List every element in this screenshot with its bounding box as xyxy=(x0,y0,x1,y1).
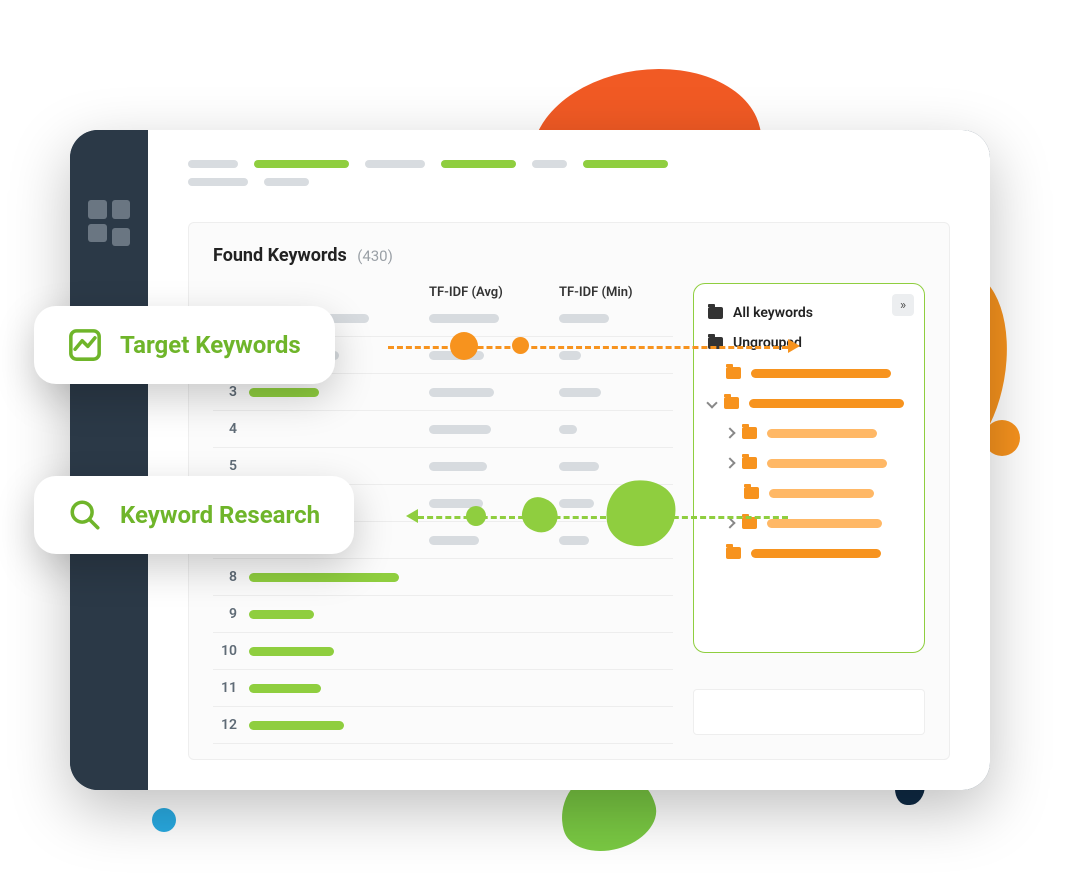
arrow-head-icon xyxy=(788,339,800,353)
row-number: 12 xyxy=(213,717,249,733)
crumb-placeholder xyxy=(365,160,425,168)
connector-dot xyxy=(512,337,529,354)
tfidf-min-bar xyxy=(559,388,601,397)
bottom-input-placeholder[interactable] xyxy=(693,689,925,735)
callout-keyword-research[interactable]: Keyword Research xyxy=(34,476,354,554)
dashboard-window: Found Keywords (430) TF-IDF (Avg) TF-IDF… xyxy=(70,130,990,790)
tree-item-all-keywords[interactable]: All keywords xyxy=(708,298,910,328)
table-row[interactable]: 12 xyxy=(213,707,673,744)
collapse-tree-button[interactable]: » xyxy=(892,294,914,316)
connector-dot xyxy=(466,506,486,526)
crumb-placeholder xyxy=(441,160,516,168)
row-number: 11 xyxy=(213,680,249,696)
tfidf-avg-bar xyxy=(429,388,494,397)
tfidf-avg-bar xyxy=(429,425,491,434)
tree-item-bar xyxy=(749,399,904,408)
crumb-placeholder xyxy=(532,160,567,168)
tree-item-ungrouped[interactable]: Ungrouped xyxy=(708,328,910,358)
sidebar xyxy=(70,130,148,790)
tree-item-bar xyxy=(751,549,881,558)
row-number: 10 xyxy=(213,643,249,659)
tree-item[interactable] xyxy=(708,448,910,478)
callout-target-keywords[interactable]: Target Keywords xyxy=(34,306,335,384)
connector-target-to-tree xyxy=(388,346,788,349)
tfidf-avg-bar xyxy=(429,462,487,471)
keyword-groups-tree: » All keywords Ungrouped xyxy=(693,283,925,653)
row-number: 4 xyxy=(213,421,249,437)
tree-item-bar xyxy=(751,369,891,378)
tfidf-avg-bar xyxy=(429,314,499,323)
card-count: (430) xyxy=(357,247,393,265)
tree-item-bar xyxy=(769,489,874,498)
keyword-bar xyxy=(249,388,319,397)
tree-item[interactable] xyxy=(708,388,910,418)
decor-dot-blue xyxy=(152,808,176,832)
apps-grid-icon[interactable] xyxy=(88,200,130,242)
tree-item[interactable] xyxy=(708,358,910,388)
folder-icon xyxy=(726,547,741,559)
folder-icon xyxy=(742,457,757,469)
chevron-right-icon xyxy=(724,517,735,528)
chevron-right-icon xyxy=(724,457,735,468)
chevron-down-icon xyxy=(706,397,717,408)
row-number: 3 xyxy=(213,384,249,400)
chart-line-icon xyxy=(68,328,102,362)
tfidf-min-bar xyxy=(559,351,581,360)
tree-item[interactable] xyxy=(708,418,910,448)
tree-item-bar xyxy=(767,429,877,438)
col-tfidf-min: TF-IDF (Min) xyxy=(559,285,669,300)
tfidf-min-bar xyxy=(559,425,577,434)
table-row[interactable]: 11 xyxy=(213,670,673,707)
keyword-bar xyxy=(249,647,334,656)
keyword-bar xyxy=(249,610,314,619)
breadcrumb xyxy=(188,160,950,200)
table-row[interactable]: 8 xyxy=(213,559,673,596)
folder-icon xyxy=(708,307,723,319)
table-row[interactable]: 10 xyxy=(213,633,673,670)
folder-icon xyxy=(726,367,741,379)
table-row[interactable]: 4 xyxy=(213,411,673,448)
crumb-placeholder xyxy=(188,160,238,168)
col-tfidf-avg: TF-IDF (Avg) xyxy=(429,285,559,300)
folder-icon xyxy=(742,427,757,439)
tree-item[interactable] xyxy=(708,478,910,508)
folder-icon xyxy=(744,487,759,499)
tree-item-bar xyxy=(767,459,887,468)
table-row[interactable]: 9 xyxy=(213,596,673,633)
chevron-right-icon xyxy=(724,427,735,438)
keyword-bar xyxy=(249,721,344,730)
keyword-bar xyxy=(249,684,321,693)
tfidf-avg-bar xyxy=(429,536,479,545)
crumb-placeholder xyxy=(188,178,248,186)
tree-item-bar xyxy=(767,519,882,528)
tree-item[interactable] xyxy=(708,538,910,568)
keyword-bar xyxy=(249,573,399,582)
crumb-placeholder xyxy=(254,160,349,168)
tree-label: All keywords xyxy=(733,305,813,321)
tfidf-min-bar xyxy=(559,536,589,545)
row-number: 8 xyxy=(213,569,249,585)
callout-label: Target Keywords xyxy=(120,331,301,359)
row-number: 9 xyxy=(213,606,249,622)
search-icon xyxy=(68,498,102,532)
table-header: TF-IDF (Avg) TF-IDF (Min) xyxy=(213,285,673,300)
row-number: 5 xyxy=(213,458,249,474)
tree-item[interactable] xyxy=(708,508,910,538)
tfidf-min-bar xyxy=(559,462,599,471)
tfidf-min-bar xyxy=(559,314,609,323)
arrow-head-icon xyxy=(406,509,418,523)
card-title-text: Found Keywords xyxy=(213,245,347,266)
callout-label: Keyword Research xyxy=(120,501,320,529)
folder-icon xyxy=(724,397,739,409)
connector-dot xyxy=(450,332,478,360)
main-panel: Found Keywords (430) TF-IDF (Avg) TF-IDF… xyxy=(148,130,990,790)
tfidf-min-bar xyxy=(559,499,594,508)
card-title: Found Keywords (430) xyxy=(213,245,925,266)
crumb-placeholder xyxy=(583,160,668,168)
crumb-placeholder xyxy=(264,178,309,186)
